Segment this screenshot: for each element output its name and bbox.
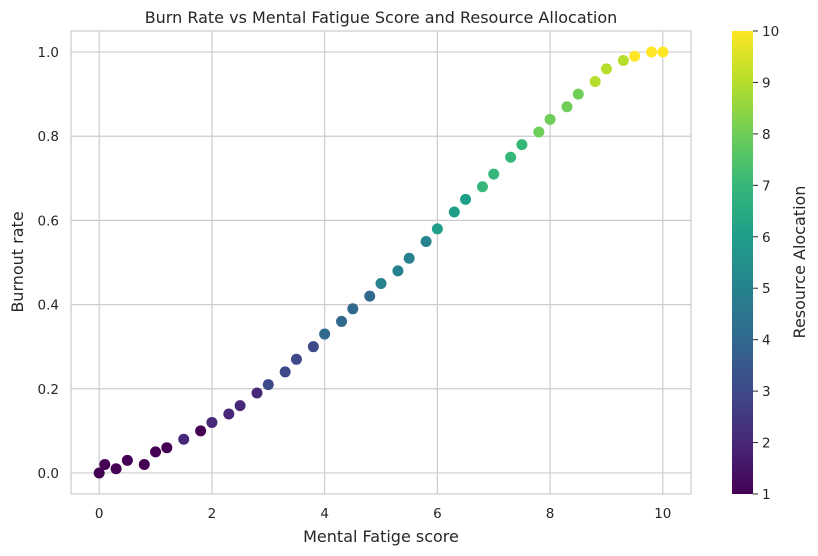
scatter-point (544, 113, 556, 125)
x-tick-label: 10 (654, 506, 671, 522)
scatter-point (505, 151, 517, 163)
scatter-point (319, 328, 331, 340)
scatter-point (279, 366, 291, 378)
y-tick-label: 0.6 (38, 213, 59, 229)
plot-frame (70, 30, 692, 495)
scatter-point (488, 168, 500, 180)
scatter-point (646, 46, 658, 58)
scatter-point (460, 193, 472, 205)
scatter-point (93, 467, 105, 479)
y-tick-label: 1.0 (38, 45, 59, 61)
scatter-point (195, 425, 207, 437)
scatter-point (364, 290, 376, 302)
colorbar-tick-label: 6 (762, 230, 771, 246)
x-tick-label: 2 (208, 506, 217, 522)
scatter-point (178, 433, 190, 445)
colorbar-tick-label: 10 (762, 24, 779, 40)
colorbar-tick-label: 7 (762, 178, 771, 194)
y-tick-label: 0.2 (38, 382, 59, 398)
scatter-point (110, 463, 122, 475)
colorbar-tick-label: 1 (762, 487, 771, 503)
scatter-point (533, 126, 545, 138)
x-tick-label: 6 (433, 506, 442, 522)
scatter-point (617, 54, 629, 66)
grid (71, 31, 691, 494)
scatter-point (99, 459, 111, 471)
y-tick-label: 0.8 (38, 129, 59, 145)
scatter-point (403, 252, 415, 264)
scatter-point (516, 139, 528, 151)
scatter-point (290, 353, 302, 365)
colorbar-tick-label: 5 (762, 281, 771, 297)
y-axis-label: Burnout rate (8, 211, 27, 312)
y-tick-label: 0.4 (38, 298, 59, 314)
colorbar-tick-label: 8 (762, 127, 771, 143)
scatter-point (657, 46, 669, 58)
x-tick-label: 8 (546, 506, 555, 522)
colorbar (732, 31, 753, 494)
scatter-point (150, 446, 162, 458)
scatter-point (392, 265, 404, 277)
scatter-point (121, 454, 133, 466)
scatter-point (262, 379, 274, 391)
scatter-point (234, 400, 246, 412)
scatter-point (347, 303, 359, 315)
scatter-point (600, 63, 612, 75)
scatter-point (629, 50, 641, 62)
colorbar-label: Resource Alocation (790, 186, 809, 339)
scatter-point (431, 223, 443, 235)
scatter-points (93, 46, 669, 479)
colorbar-tick-labels: 1 2 3 4 5 6 7 8 9 10 (753, 24, 779, 503)
scatter-point (561, 101, 573, 113)
scatter-point (138, 459, 150, 471)
chart-title: Burn Rate vs Mental Fatigue Score and Re… (145, 8, 618, 27)
x-tick-labels: 0 2 4 6 8 10 (95, 506, 672, 522)
x-axis-label: Mental Fatige score (303, 527, 459, 546)
colorbar-tick-label: 3 (762, 384, 771, 400)
scatter-point (251, 387, 263, 399)
y-tick-labels: 0.0 0.2 0.4 0.6 0.8 1.0 (38, 45, 59, 482)
scatter-point (336, 315, 348, 327)
x-tick-label: 4 (320, 506, 329, 522)
scatter-point (161, 442, 173, 454)
colorbar-tick-label: 9 (762, 75, 771, 91)
scatter-point (420, 235, 432, 247)
scatter-point (307, 341, 319, 353)
x-tick-label: 0 (95, 506, 104, 522)
y-tick-label: 0.0 (38, 466, 59, 482)
colorbar-tick-label: 4 (762, 333, 771, 349)
scatter-point (572, 88, 584, 100)
scatter-point (206, 416, 218, 428)
scatter-point (375, 278, 387, 290)
scatter-point (589, 76, 601, 88)
colorbar-tick-label: 2 (762, 436, 771, 452)
scatter-point (476, 181, 488, 193)
scatter-point (448, 206, 460, 218)
scatter-point (223, 408, 235, 420)
